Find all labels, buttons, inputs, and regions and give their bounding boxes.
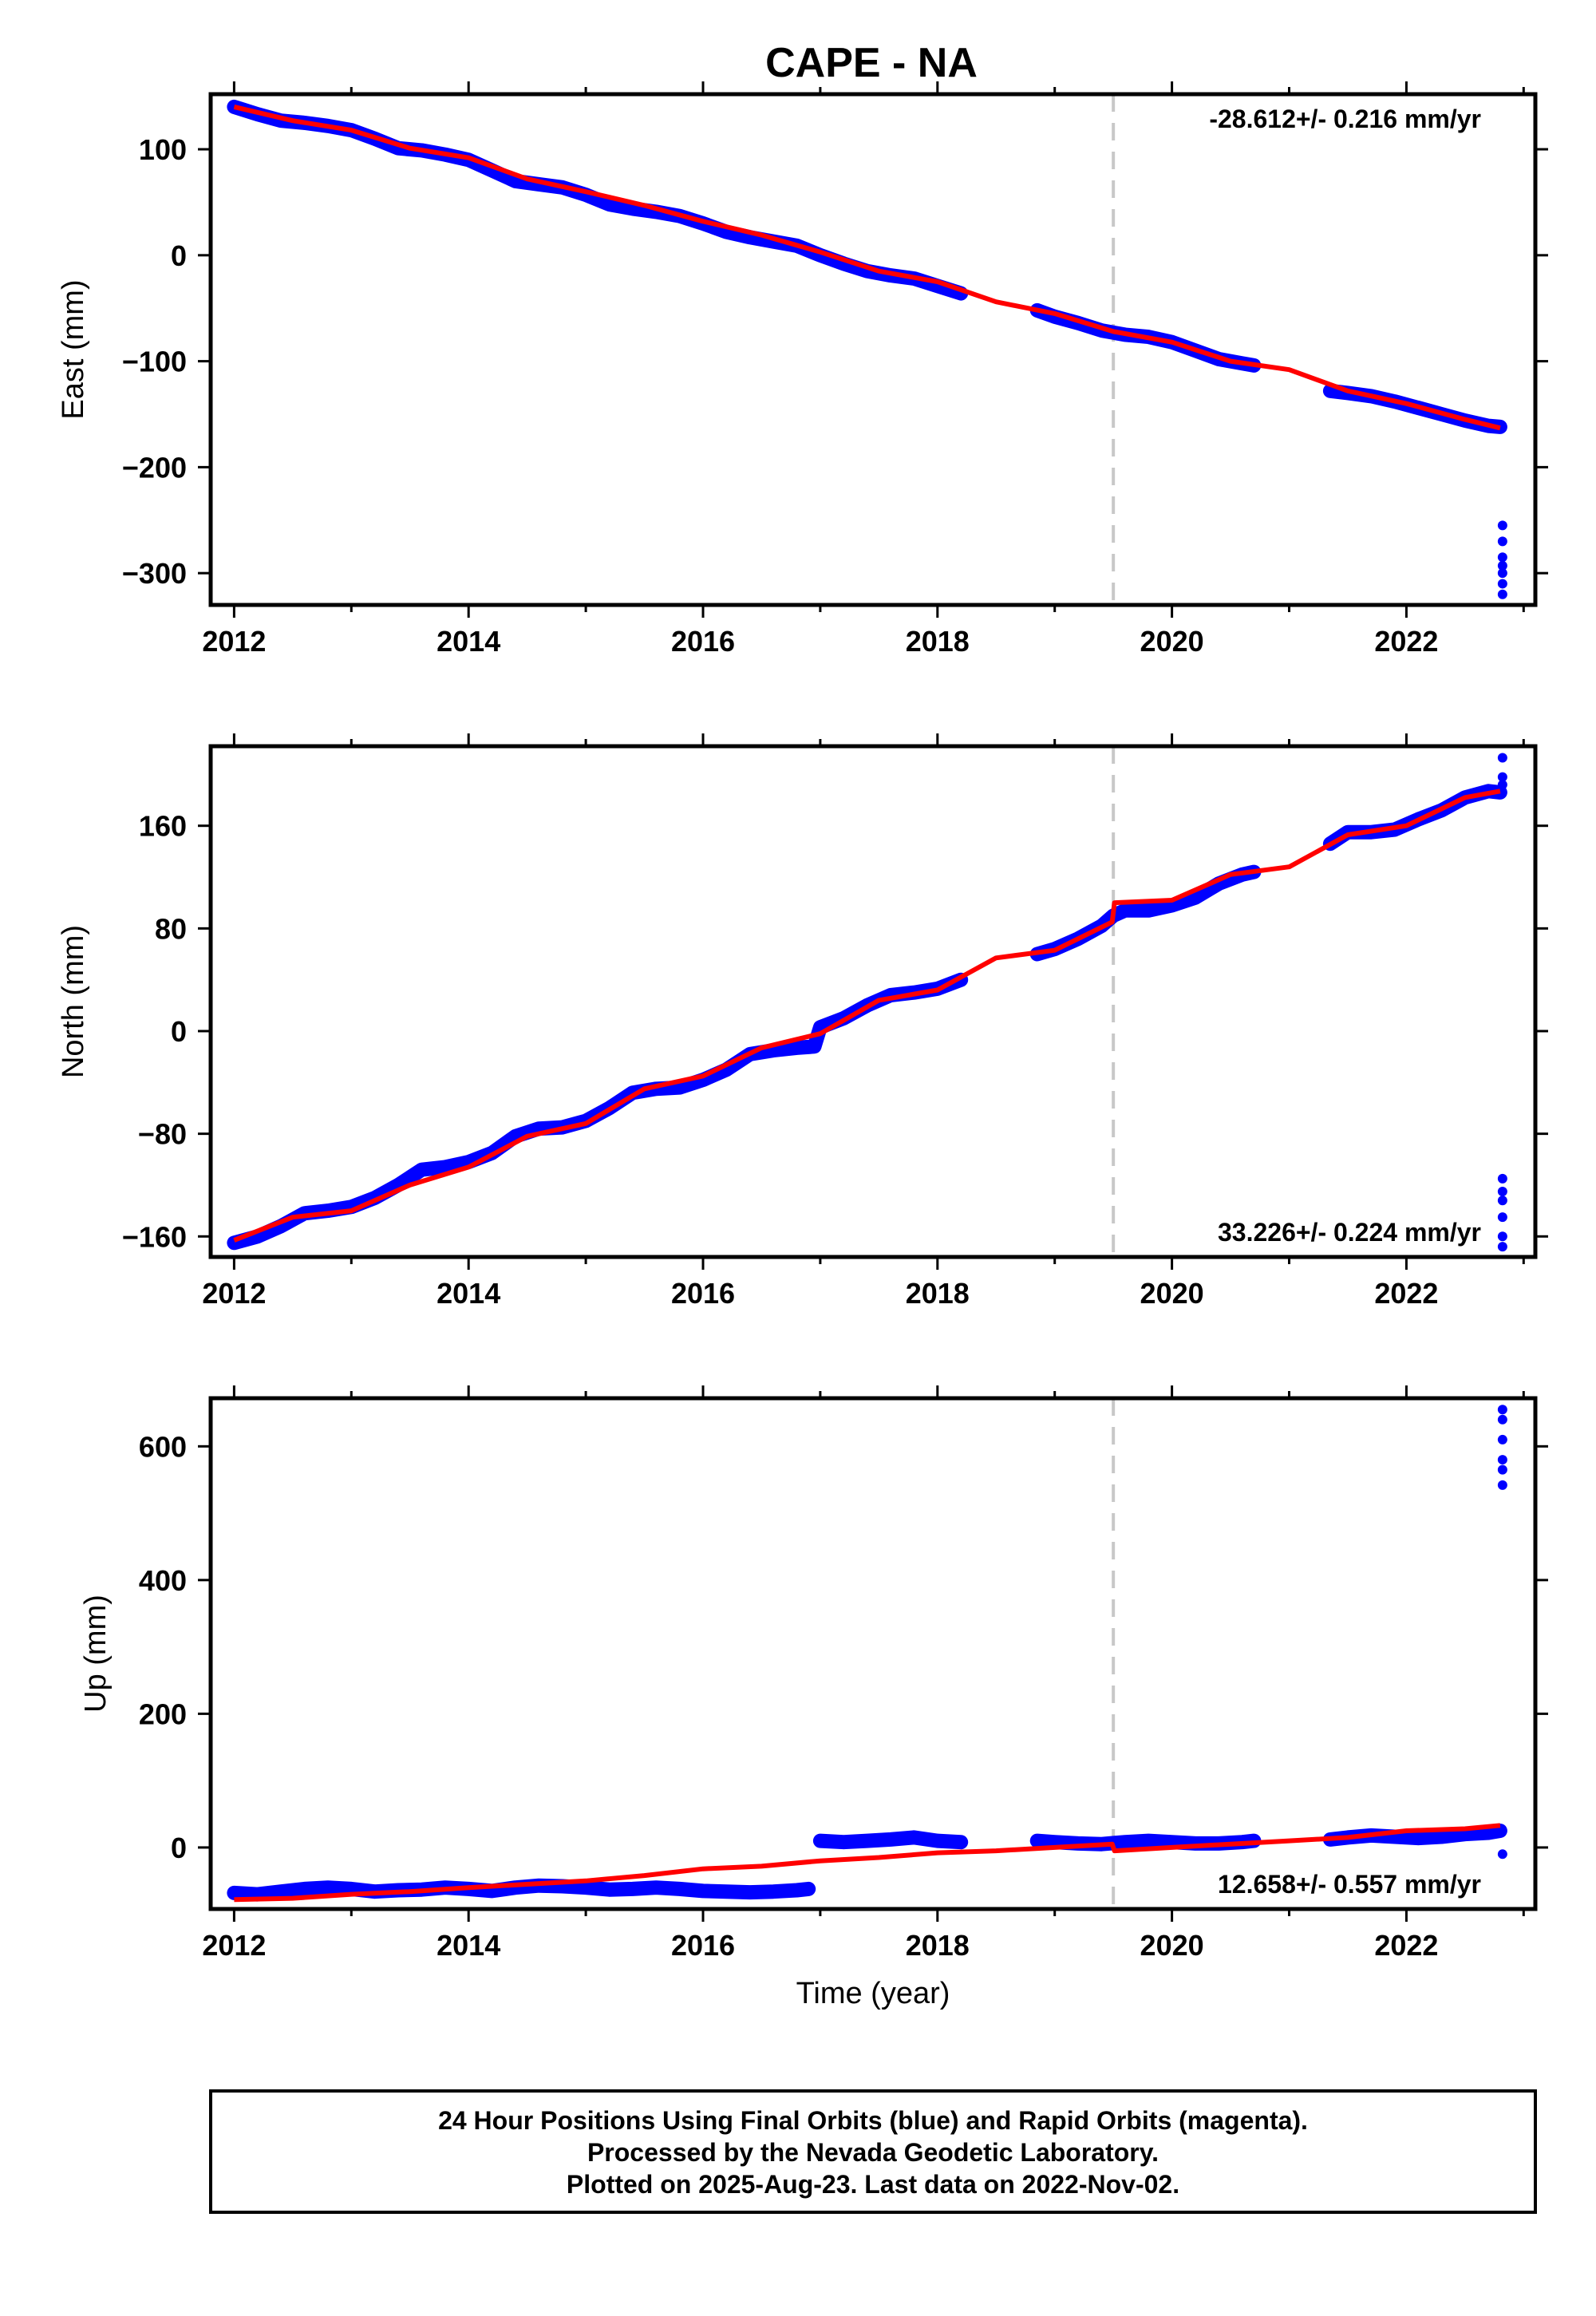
north-data-point	[1497, 753, 1507, 763]
up-data-point	[1497, 1434, 1507, 1445]
north-frame	[208, 744, 1538, 1259]
east-x-tick-label: 2012	[202, 625, 266, 658]
north-model-line	[233, 788, 1501, 1243]
north-x-tick-label: 2022	[1374, 1277, 1438, 1310]
up-x-tick-label: 2014	[437, 1929, 500, 1962]
chart-title: CAPE - NA	[765, 40, 978, 86]
east-x-tick-label: 2018	[906, 625, 970, 658]
east-y-tick-label: −300	[122, 557, 187, 590]
east-data-point	[1497, 560, 1507, 571]
footer-box: 24 Hour Positions Using Final Orbits (bl…	[209, 2089, 1537, 2214]
east-data-point	[1497, 536, 1507, 547]
north-data-point	[1497, 772, 1507, 782]
north-rate-label: 33.226+/- 0.224 mm/yr	[1218, 1218, 1481, 1247]
up-data-point	[1497, 1464, 1507, 1475]
up-x-tick-label: 2016	[671, 1929, 735, 1962]
north-data-point	[1497, 1196, 1507, 1206]
east-y-tick-label: −200	[122, 451, 187, 484]
north-data-point	[1497, 1173, 1507, 1184]
north-plot-area	[227, 746, 1507, 1257]
up-panel: 2012 2014 2016 2018 2020 2022 600 400 200 0 Up (mm…	[79, 1385, 1548, 2010]
north-y-tick-label: 80	[155, 912, 187, 945]
north-y-axis-label: North (mm)	[57, 925, 90, 1078]
north-data-point	[1497, 1242, 1507, 1252]
east-plot-area	[227, 94, 1507, 605]
east-y-tick-label: 100	[139, 133, 187, 166]
footer-frame	[209, 2089, 1537, 2214]
up-data-point	[1497, 1480, 1507, 1490]
footer-line-2: Processed by the Nevada Geodetic Laborat…	[587, 2138, 1159, 2167]
east-x-tick-label: 2016	[671, 625, 735, 658]
north-data-point	[1497, 1186, 1507, 1196]
up-data-point	[1497, 1414, 1507, 1425]
north-x-tick-label: 2012	[202, 1277, 266, 1310]
east-y-axis-label: East (mm)	[57, 279, 90, 419]
north-data-point	[1497, 1212, 1507, 1223]
east-x-tick-label: 2014	[437, 625, 500, 658]
north-panel: 2012 2014 2016 2018 2020 2022 160 80 0 −80 −160 Nor…	[57, 733, 1548, 1310]
east-x-tick-label: 2020	[1140, 625, 1204, 658]
east-data-point	[1497, 568, 1507, 579]
east-data-point	[1497, 552, 1507, 563]
up-x-axis-label: Time (year)	[796, 1977, 950, 2010]
up-y-axis-label: Up (mm)	[79, 1595, 113, 1713]
east-data-point	[1497, 589, 1507, 599]
up-plot-area	[227, 1398, 1507, 1909]
east-data-point	[1497, 579, 1507, 589]
north-y-tick-label: 0	[171, 1015, 187, 1048]
north-data-band	[227, 784, 1507, 1251]
east-y-tick-label: 0	[171, 239, 187, 272]
up-data-point	[1497, 1849, 1507, 1860]
north-y-tick-label: −80	[138, 1118, 187, 1151]
up-rate-label: 12.658+/- 0.557 mm/yr	[1218, 1870, 1481, 1899]
footer-line-3: Plotted on 2025-Aug-23. Last data on 202…	[567, 2170, 1179, 2199]
north-x-tick-label: 2016	[671, 1277, 735, 1310]
east-frame	[208, 92, 1538, 607]
up-x-tick-label: 2020	[1140, 1929, 1204, 1962]
north-x-tick-label: 2014	[437, 1277, 500, 1310]
up-data-point	[1497, 1455, 1507, 1465]
east-rate-label: -28.612+/- 0.216 mm/yr	[1209, 105, 1481, 133]
east-x-tick-label: 2022	[1374, 625, 1438, 658]
north-y-tick-label: 160	[139, 810, 187, 843]
east-panel: 2012 2014 2016 2018 2020 2022 100 0 −100 −200 −300…	[57, 81, 1548, 658]
footer-line-1: 24 Hour Positions Using Final Orbits (bl…	[438, 2106, 1308, 2135]
north-x-tick-label: 2018	[906, 1277, 970, 1310]
east-model-line	[233, 104, 1501, 431]
north-y-tick-label: −160	[122, 1220, 187, 1253]
up-y-tick-label: 0	[171, 1832, 187, 1864]
up-x-tick-label: 2022	[1374, 1929, 1438, 1962]
east-y-tick-label: −100	[122, 346, 187, 378]
up-x-tick-label: 2012	[202, 1929, 266, 1962]
up-x-tick-label: 2018	[906, 1929, 970, 1962]
north-data-point	[1497, 780, 1507, 790]
up-y-tick-label: 400	[139, 1564, 187, 1597]
up-y-tick-label: 600	[139, 1430, 187, 1463]
east-data-point	[1497, 520, 1507, 531]
up-frame	[208, 1396, 1538, 1911]
up-data-point	[1497, 1405, 1507, 1415]
north-data-point	[1497, 1231, 1507, 1242]
north-x-tick-label: 2020	[1140, 1277, 1204, 1310]
up-model-line	[234, 1823, 1501, 1903]
up-y-tick-label: 200	[139, 1697, 187, 1730]
